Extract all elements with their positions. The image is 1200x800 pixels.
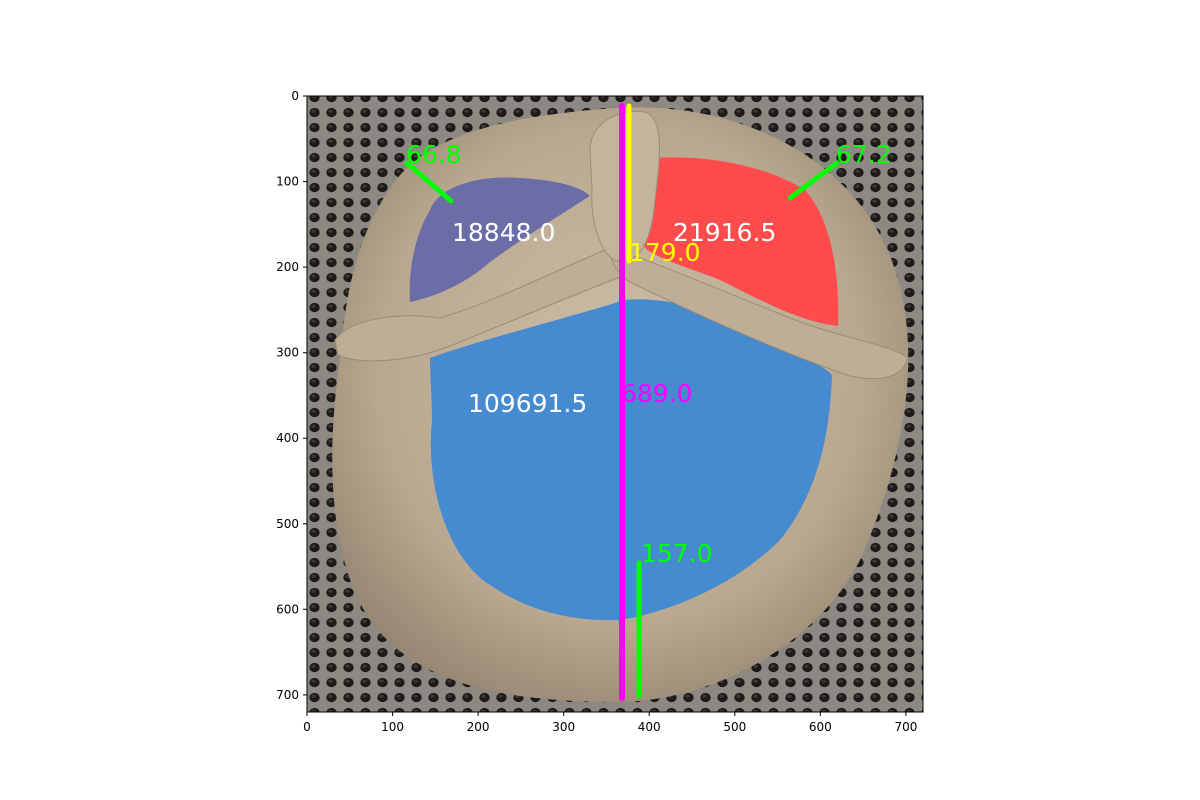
y-tick: 700	[276, 688, 307, 702]
x-tick-label: 700	[894, 720, 917, 734]
x-tick: 200	[467, 712, 490, 734]
y-tick-label: 0	[291, 89, 299, 103]
y-tick: 600	[276, 602, 307, 616]
left-hole-region	[409, 177, 590, 302]
left-thickness-label: 66.8	[406, 140, 462, 169]
y-tick: 500	[276, 517, 307, 531]
y-tick-label: 200	[276, 260, 299, 274]
bottom-hole-area-label: 109691.5	[468, 389, 587, 418]
bottom-hole-region	[430, 299, 832, 621]
y-tick-label: 100	[276, 175, 299, 189]
x-tick: 300	[552, 712, 575, 734]
y-axis: 0 100 200 300 400 500 600 700	[276, 89, 307, 702]
x-tick: 700	[894, 712, 917, 734]
x-tick-label: 0	[303, 720, 311, 734]
y-tick: 300	[276, 346, 307, 360]
y-tick-label: 300	[276, 346, 299, 360]
right-hole-area-label: 21916.5	[673, 218, 776, 247]
y-tick-label: 600	[276, 602, 299, 616]
right-hole-region	[633, 157, 839, 326]
x-tick-label: 100	[381, 720, 404, 734]
left-thickness-line	[404, 160, 454, 204]
y-tick: 0	[291, 89, 307, 103]
x-tick: 600	[809, 712, 832, 734]
x-tick: 400	[638, 712, 661, 734]
y-tick-label: 700	[276, 688, 299, 702]
right-thickness-line	[787, 160, 840, 201]
x-axis: 0 100 200 300 400 500 600 700	[303, 712, 917, 734]
total-height-label: 689.0	[621, 379, 693, 408]
y-tick-label: 500	[276, 517, 299, 531]
right-thickness-label: 67.2	[836, 140, 892, 169]
bottom-thickness-label: 157.0	[641, 539, 713, 568]
x-tick-label: 200	[467, 720, 490, 734]
y-tick-label: 400	[276, 431, 299, 445]
y-tick: 200	[276, 260, 307, 274]
x-tick-label: 400	[638, 720, 661, 734]
x-tick: 500	[723, 712, 746, 734]
x-tick-label: 600	[809, 720, 832, 734]
photo-area: 66.8 67.2 179.0 689.0 157.0 18848.0 2191…	[307, 96, 923, 712]
pretzel-strand-right	[610, 247, 909, 379]
x-tick-label: 300	[552, 720, 575, 734]
x-tick: 0	[303, 712, 311, 734]
x-tick: 100	[381, 712, 404, 734]
y-tick: 400	[276, 431, 307, 445]
axes-frame	[306, 95, 924, 713]
y-tick: 100	[276, 175, 307, 189]
x-tick-label: 500	[723, 720, 746, 734]
left-hole-area-label: 18848.0	[452, 218, 555, 247]
knot-length-label: 179.0	[629, 238, 701, 267]
